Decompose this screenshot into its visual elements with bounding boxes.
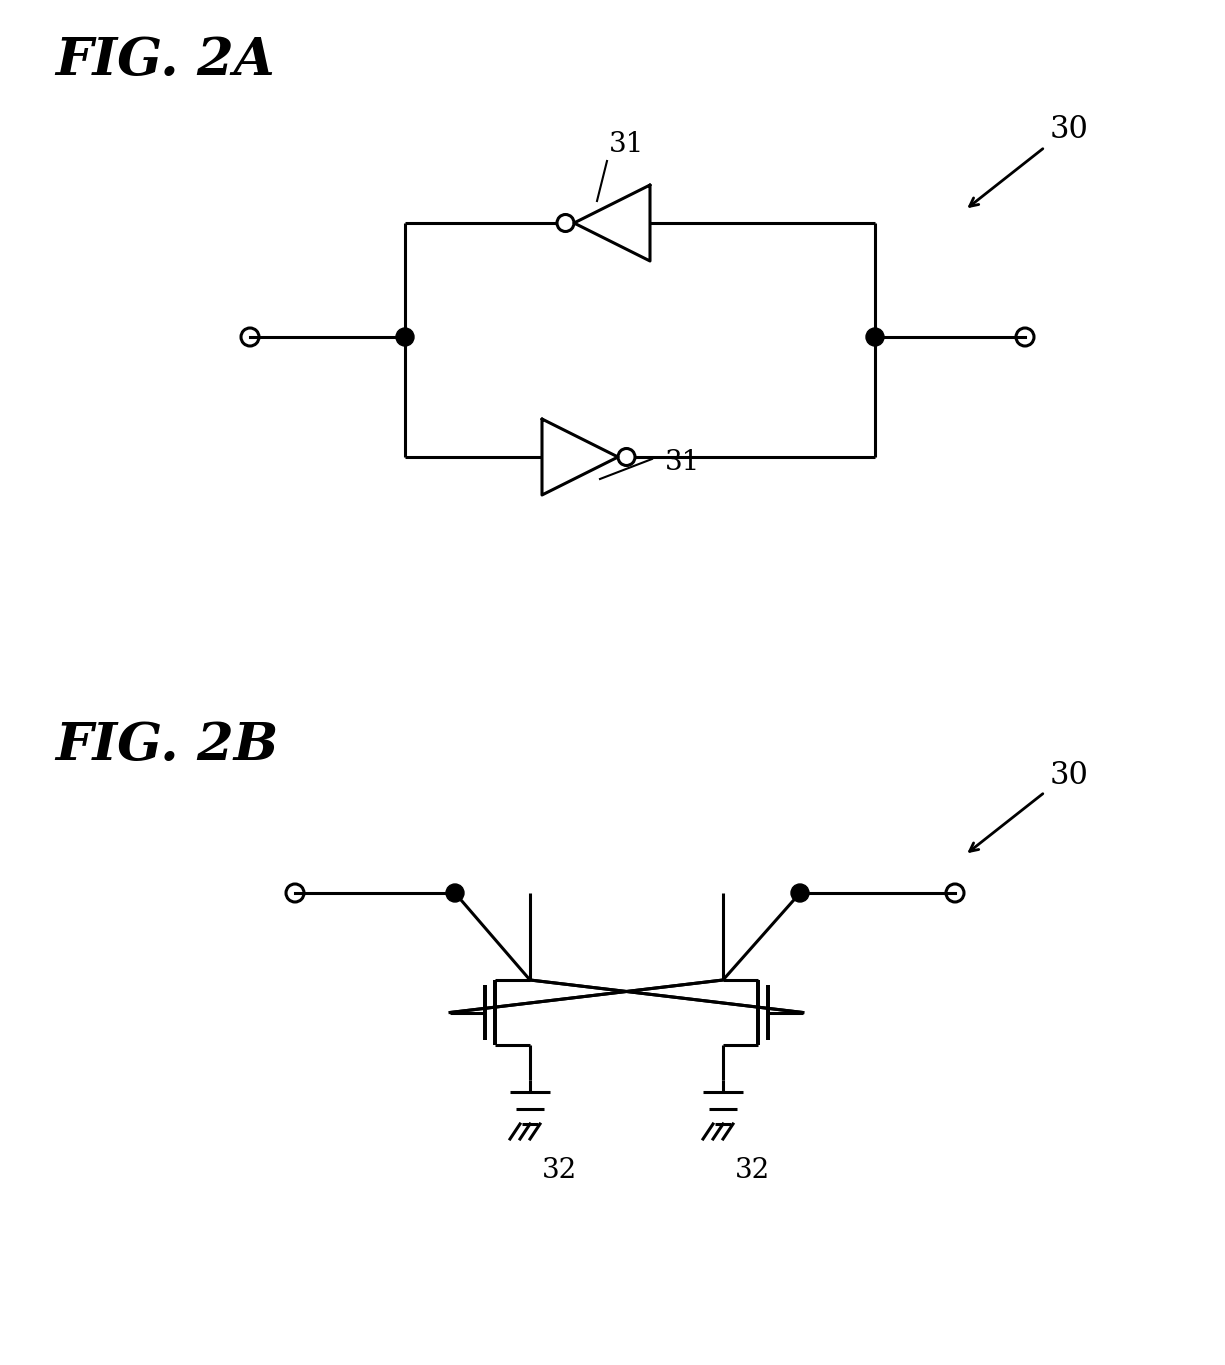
Text: FIG. 2B: FIG. 2B bbox=[55, 719, 278, 771]
Text: 30: 30 bbox=[1050, 115, 1089, 146]
Text: 31: 31 bbox=[609, 131, 644, 158]
Circle shape bbox=[446, 885, 464, 902]
Circle shape bbox=[791, 885, 808, 902]
Text: 31: 31 bbox=[665, 449, 701, 475]
Text: 32: 32 bbox=[735, 1158, 771, 1183]
Circle shape bbox=[866, 328, 884, 345]
Text: FIG. 2A: FIG. 2A bbox=[55, 35, 274, 86]
Text: 30: 30 bbox=[1050, 759, 1089, 790]
Text: 32: 32 bbox=[541, 1158, 577, 1183]
Circle shape bbox=[396, 328, 414, 345]
